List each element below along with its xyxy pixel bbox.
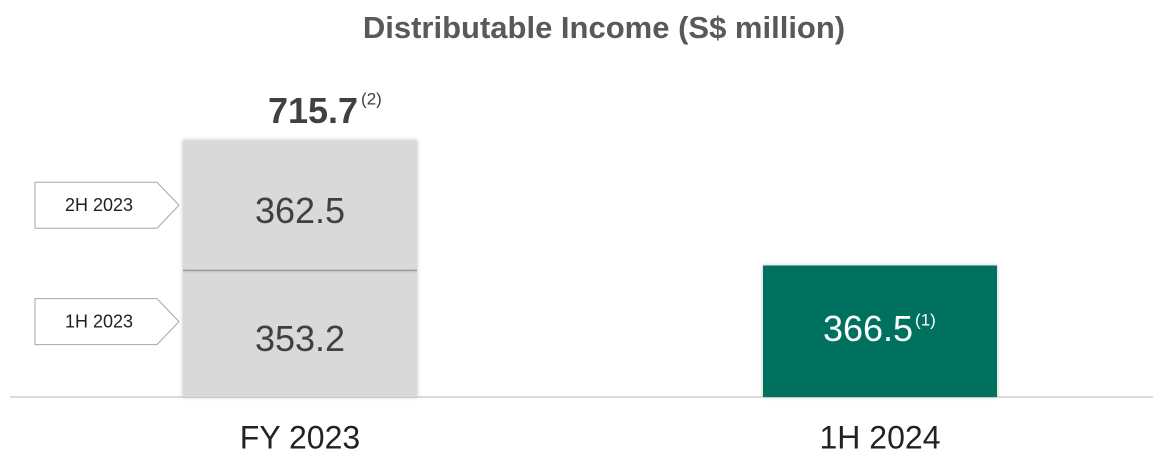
x-tick-label: 1H 2024 [820,419,941,454]
legend-label: 2H 2023 [65,195,133,215]
legend-label: 1H 2023 [65,311,133,331]
bar-segment [763,265,997,397]
bar-segment [183,140,417,271]
value-label: 362.5 [255,190,345,231]
legend-callout [34,298,180,346]
footnote-mark: (1) [915,311,936,330]
value-label: 353.2 [255,318,345,359]
footnote-mark: (2) [361,90,382,109]
x-tick-label: FY 2023 [240,419,360,454]
legend-callout [34,181,180,229]
value-label: 366.5 [823,308,913,349]
chart-title: Distributable Income (S$ million) [363,10,845,45]
total-label: 715.7 [268,90,358,131]
bar-segment [183,270,417,397]
